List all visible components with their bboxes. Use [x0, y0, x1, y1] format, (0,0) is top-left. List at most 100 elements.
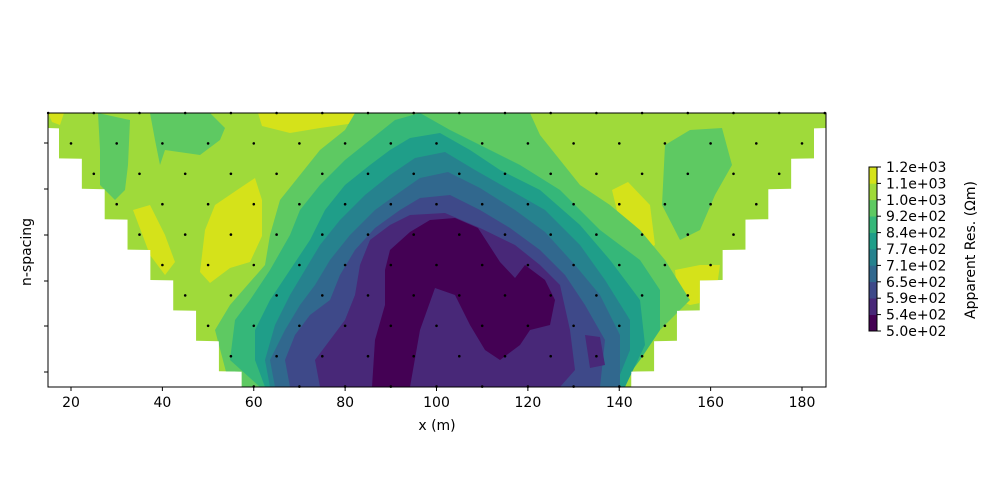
measurement-point: [800, 142, 804, 145]
measurement-point: [343, 324, 347, 328]
measurement-point: [229, 233, 233, 236]
measurement-point: [435, 142, 438, 145]
measurement-point: [618, 142, 621, 145]
measurement-point: [115, 142, 118, 145]
measurement-point: [640, 354, 644, 358]
measurement-point: [526, 202, 530, 206]
measurement-point: [366, 172, 370, 176]
measurement-point: [161, 142, 164, 145]
measurement-point: [412, 233, 416, 236]
measurement-point: [252, 202, 256, 206]
measurement-point: [343, 202, 347, 206]
measurement-point: [755, 202, 758, 206]
measurement-point: [389, 324, 393, 328]
measurement-point: [663, 324, 667, 328]
measurement-point: [709, 263, 712, 267]
measurement-point: [435, 324, 438, 328]
measurement-point: [138, 233, 141, 236]
measurement-point: [92, 172, 96, 176]
measurement-point: [526, 142, 530, 145]
measurement-point: [640, 294, 644, 297]
measurement-point: [366, 233, 370, 236]
x-tick-label: 80: [336, 395, 354, 411]
measurement-point: [595, 354, 598, 358]
measurement-point: [640, 233, 644, 236]
y-axis-label: n-spacing: [19, 218, 35, 286]
measurement-point: [595, 233, 598, 236]
measurement-point: [138, 172, 141, 176]
measurement-point: [183, 172, 187, 176]
colorbar-tick-label: 7.1e+02: [886, 258, 946, 274]
measurement-point: [389, 263, 393, 267]
measurement-point: [389, 202, 393, 206]
measurement-point: [206, 202, 210, 206]
colorbar-tick-label: 1.2e+03: [886, 160, 946, 176]
measurement-point: [503, 233, 507, 236]
x-tick-label: 60: [245, 395, 263, 411]
measurement-point: [572, 263, 575, 267]
measurement-point: [343, 142, 347, 145]
colorbar-tick-label: 5.4e+02: [886, 308, 946, 324]
measurement-point: [321, 294, 324, 297]
measurement-point: [458, 354, 461, 358]
measurement-point: [572, 142, 575, 145]
measurement-point: [161, 202, 164, 206]
measurement-point: [389, 142, 393, 145]
x-axis: 20 40 60 80 100 120 140 160 180: [62, 387, 815, 411]
measurement-point: [298, 324, 301, 328]
colorbar-tick-label: 1.1e+03: [886, 176, 946, 192]
measurement-point: [480, 324, 484, 328]
measurement-point: [458, 172, 461, 176]
measurement-point: [275, 354, 278, 358]
measurement-point: [572, 202, 575, 206]
colorbar-tick-label: 5.9e+02: [886, 291, 946, 307]
measurement-point: [321, 172, 324, 176]
measurement-point: [435, 263, 438, 267]
measurement-point: [618, 202, 621, 206]
y-axis: [44, 142, 48, 373]
measurement-point: [69, 142, 73, 145]
colorbar-tick-label: 9.2e+02: [886, 209, 946, 225]
measurement-point: [298, 263, 301, 267]
measurement-point: [618, 324, 621, 328]
x-tick-label: 180: [789, 395, 816, 411]
measurement-point: [526, 263, 530, 267]
measurement-point: [663, 263, 667, 267]
measurement-point: [412, 294, 416, 297]
colorbar-tick-label: 5.0e+02: [886, 324, 946, 340]
measurement-point: [458, 294, 461, 297]
measurement-point: [229, 294, 233, 297]
measurement-point: [572, 324, 575, 328]
measurement-point: [115, 202, 118, 206]
measurement-point: [206, 263, 210, 267]
measurement-point: [206, 142, 210, 145]
measurement-point: [321, 354, 324, 358]
colorbar-tick-label: 6.5e+02: [886, 275, 946, 291]
colorbar-tick-label: 1.0e+03: [886, 193, 946, 209]
measurement-point: [229, 354, 233, 358]
measurement-point: [275, 172, 278, 176]
x-tick-label: 100: [423, 395, 450, 411]
measurement-point: [366, 354, 370, 358]
measurement-point: [252, 263, 256, 267]
measurement-point: [663, 142, 667, 145]
measurement-point: [298, 142, 301, 145]
x-tick-label: 160: [697, 395, 724, 411]
measurement-point: [755, 142, 758, 145]
contour-plot: [48, 113, 826, 387]
measurement-point: [480, 263, 484, 267]
measurement-point: [366, 294, 370, 297]
measurement-point: [412, 172, 416, 176]
measurement-point: [321, 233, 324, 236]
measurement-points: [46, 111, 827, 388]
measurement-point: [275, 294, 278, 297]
x-tick-label: 120: [515, 395, 542, 411]
measurement-point: [732, 233, 735, 236]
measurement-point: [618, 263, 621, 267]
colorbar-tick-label: 8.4e+02: [886, 226, 946, 242]
measurement-point: [229, 172, 233, 176]
measurement-point: [206, 324, 210, 328]
measurement-point: [480, 142, 484, 145]
colorbar-label: Apparent Res. (Ωm): [963, 181, 979, 319]
